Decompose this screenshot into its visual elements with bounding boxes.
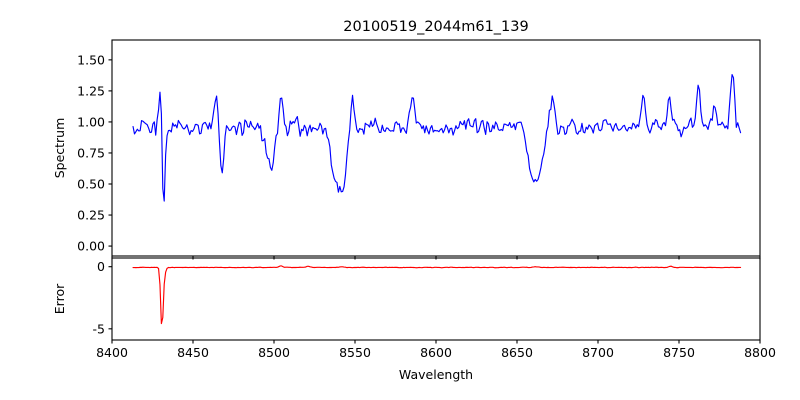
spectrum-panel: 0.00 0.25 0.50 0.75 1.00 1.25 1.50 Spectrum [52, 39, 761, 260]
y-tick-label: 1.00 [77, 114, 105, 129]
y-axis-label: Spectrum [52, 118, 67, 179]
x-tick-label: 8700 [582, 345, 614, 360]
x-tick-label: 8600 [420, 345, 452, 360]
x-tick-label: 8800 [744, 345, 776, 360]
y-tick-label: 1.25 [77, 83, 105, 98]
y-tick-label: 0.00 [77, 239, 105, 254]
y-tick-label: 0.25 [77, 208, 105, 223]
y-tick-label: 0.50 [77, 177, 105, 192]
chart-title: 20100519_2044m61_139 [343, 19, 528, 35]
error-panel: 8400 8450 8500 8550 8600 8650 8700 8750 8800 0 -5 E… [52, 257, 776, 360]
x-tick-label: 8750 [663, 345, 695, 360]
x-tick-label: 8450 [177, 345, 209, 360]
y-tick-label: 0 [97, 259, 105, 274]
x-tick-label: 8400 [96, 345, 128, 360]
x-tick-label: 8500 [258, 345, 290, 360]
y-axis-label: Error [52, 283, 67, 314]
x-axis-label: Wavelength [399, 367, 473, 382]
y-tick-label: 0.75 [77, 145, 105, 160]
data-series-line [132, 265, 742, 325]
x-tick-label: 8550 [339, 345, 371, 360]
y-tick-label: -5 [93, 321, 105, 336]
data-series-line [132, 74, 742, 202]
y-tick-label: 1.50 [77, 52, 105, 67]
x-tick-label: 8650 [501, 345, 533, 360]
